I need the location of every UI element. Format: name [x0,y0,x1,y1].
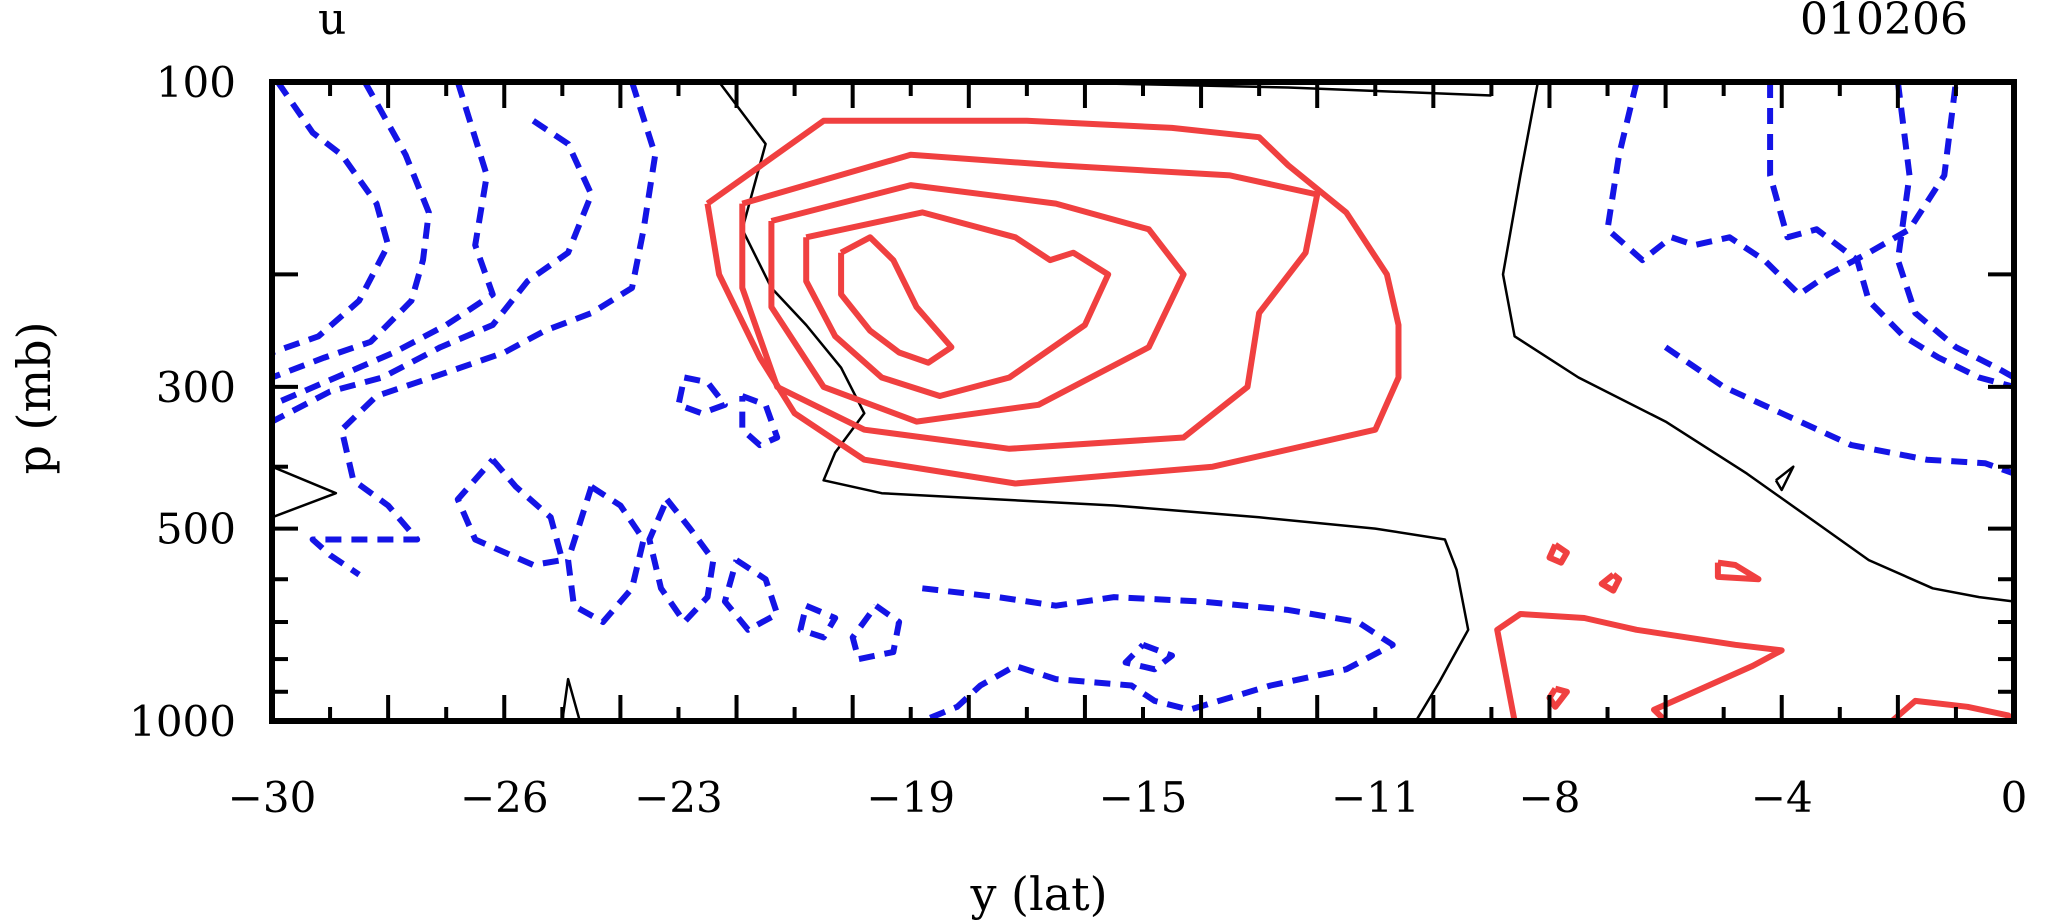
y-axis-title: p (mb) [7,321,61,474]
contour-positive-12 [1890,697,2012,721]
contour-negative-35 [1122,641,1175,673]
contour-negative-17 [272,82,392,356]
axis-ticks [270,80,2016,723]
tick-labels: −30 −26 −23 −19 −15 −11 −8 −4 0 100 300 500 1000 [129,58,2027,822]
x-tick-label: −19 [866,773,955,822]
y-tick-label: 500 [156,505,236,554]
x-tick-label: −30 [228,773,317,822]
contour-negative-26 [675,374,728,417]
contour-negative-23 [1767,82,2014,390]
contour-negative-20 [272,118,595,425]
y-tick-label: 100 [156,58,236,107]
plot-frame [269,79,2017,724]
contour-negative-33 [921,585,1396,721]
contour-negative-22 [1604,82,1959,298]
contour-positive-16 [1546,685,1570,710]
contour-negative-25 [1663,344,2014,477]
contour-negative-34 [849,603,903,663]
y-tick-label: 300 [156,363,236,412]
contour-negative-27 [739,393,781,449]
contour-lines [272,82,2014,721]
x-axis-title: y (lat) [969,867,1107,921]
contour-negative-24 [1894,82,2014,381]
contour-positive-15 [1714,559,1762,583]
contour-zero-4 [561,677,582,721]
contour-negative-32 [797,602,839,641]
contour-positive-9 [739,151,1321,452]
contour-positive-10 [704,117,1402,487]
contour-positive-8 [768,182,1187,425]
x-tick-label: −15 [1099,773,1188,822]
x-tick-label: −11 [1331,773,1420,822]
contour-positive-11 [1494,611,1785,721]
contour-negative-31 [721,557,781,633]
contour-positive-7 [803,209,1112,399]
x-tick-label: 0 [2001,773,2028,822]
contour-zero-1 [1501,82,2014,603]
contour-positive-13 [1546,542,1570,566]
date-label: 010206 [1800,0,1968,45]
contour-negative-19 [272,82,496,408]
contour-negative-28 [454,457,566,568]
contour-negative-21 [309,82,659,578]
contour-negative-30 [646,497,717,625]
contour-negative-18 [272,82,432,381]
x-tick-label: −8 [1519,773,1581,822]
x-tick-label: −26 [460,773,549,822]
contour-positive-6 [838,234,955,366]
panel-label: u [318,0,346,45]
x-tick-label: −23 [634,773,723,822]
contour-negative-29 [565,484,647,625]
contour-zero-3 [272,465,338,519]
contour-zero-5 [1774,465,1795,492]
x-tick-label: −4 [1751,773,1813,822]
y-tick-label: 1000 [129,697,236,746]
contour-positive-14 [1598,572,1623,594]
